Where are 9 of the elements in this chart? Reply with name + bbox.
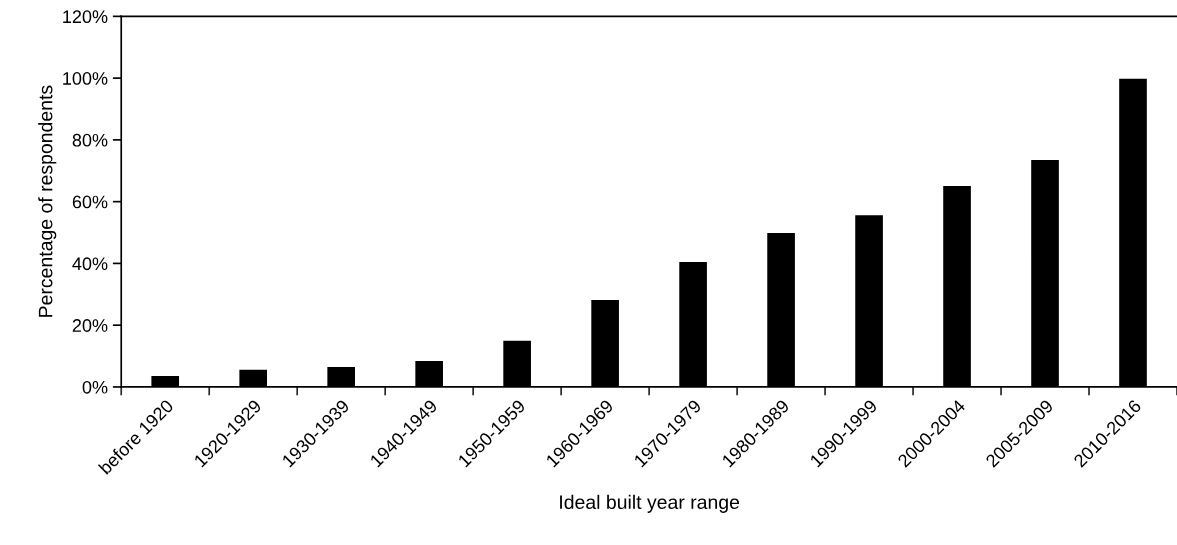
y-tick-label: 40% xyxy=(72,257,108,271)
y-tick-label: 60% xyxy=(72,195,108,209)
x-axis-title: Ideal built year range xyxy=(560,494,740,513)
y-tick-label: 80% xyxy=(72,133,108,147)
y-tick-label: 120% xyxy=(63,10,108,24)
y-axis-title: Percentage of respondents xyxy=(38,85,57,317)
y-tick-label: 100% xyxy=(63,72,108,85)
y-tick-label: 20% xyxy=(72,319,108,332)
y-tick-label: 0% xyxy=(82,380,108,394)
